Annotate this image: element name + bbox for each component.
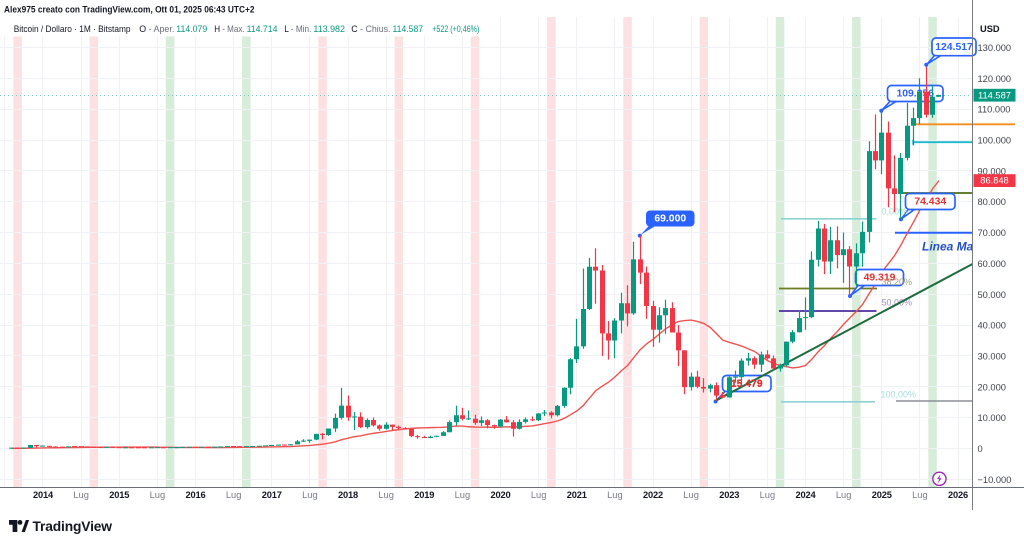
svg-text:Lug: Lug: [73, 490, 89, 500]
svg-text:100.000: 100.000: [978, 136, 1012, 146]
svg-text:2015: 2015: [109, 490, 129, 500]
svg-text:40.000: 40.000: [978, 321, 1006, 331]
svg-text:30.000: 30.000: [978, 351, 1006, 361]
svg-text:2019: 2019: [414, 490, 434, 500]
svg-text:Lug: Lug: [150, 490, 166, 500]
svg-text:114.587: 114.587: [978, 90, 1011, 100]
svg-text:Lug: Lug: [836, 490, 852, 500]
svg-text:124.517: 124.517: [935, 42, 973, 53]
svg-text:114.587: 114.587: [393, 23, 424, 34]
svg-text:Lug: Lug: [455, 490, 471, 500]
svg-text:Lug: Lug: [760, 490, 776, 500]
svg-text:2020: 2020: [491, 490, 511, 500]
svg-text:O - Aper.: O - Aper.: [139, 23, 174, 34]
svg-text:2016: 2016: [186, 490, 206, 500]
svg-text:10.000: 10.000: [978, 413, 1006, 423]
svg-text:120.000: 120.000: [978, 74, 1012, 84]
svg-text:USD: USD: [980, 24, 1000, 34]
svg-text:H - Max.: H - Max.: [214, 23, 244, 34]
svg-text:2017: 2017: [262, 490, 282, 500]
svg-text:50,00%: 50,00%: [882, 298, 913, 308]
svg-text:+522 (+0,46%): +522 (+0,46%): [432, 23, 479, 34]
svg-text:20.000: 20.000: [978, 382, 1006, 392]
svg-text:TradingView: TradingView: [33, 519, 113, 534]
svg-text:Lug: Lug: [683, 490, 699, 500]
svg-text:15.479: 15.479: [731, 379, 763, 390]
svg-text:69.000: 69.000: [654, 214, 686, 225]
svg-text:70.000: 70.000: [978, 228, 1006, 238]
svg-text:109.356: 109.356: [896, 89, 934, 100]
svg-text:2024: 2024: [796, 490, 817, 500]
svg-text:Lug: Lug: [912, 490, 928, 500]
svg-text:2026: 2026: [948, 490, 968, 500]
svg-text:113.982: 113.982: [313, 23, 345, 34]
svg-text:2022: 2022: [643, 490, 663, 500]
svg-text:−10.000: −10.000: [978, 475, 1012, 485]
svg-text:Lug: Lug: [607, 490, 623, 500]
svg-text:C - Chius.: C - Chius.: [351, 23, 390, 34]
svg-text:2018: 2018: [338, 490, 358, 500]
svg-text:2021: 2021: [567, 490, 587, 500]
svg-text:Alex975 creato con TradingView: Alex975 creato con TradingView.com, Ott …: [4, 5, 255, 16]
svg-text:90.000: 90.000: [978, 166, 1006, 176]
svg-text:110.000: 110.000: [978, 105, 1011, 115]
svg-text:0: 0: [978, 444, 983, 454]
svg-text:Lug: Lug: [531, 490, 547, 500]
svg-text:2025: 2025: [872, 490, 892, 500]
svg-text:Lug: Lug: [302, 490, 318, 500]
svg-text:2023: 2023: [719, 490, 739, 500]
svg-text:100,00%: 100,00%: [881, 390, 917, 400]
svg-text:Lug: Lug: [378, 490, 394, 500]
svg-text:Lug: Lug: [226, 490, 242, 500]
svg-text:38,20%: 38,20%: [882, 277, 913, 287]
svg-text:130.000: 130.000: [978, 43, 1012, 53]
svg-text:60.000: 60.000: [978, 259, 1006, 269]
svg-text:80.000: 80.000: [978, 197, 1006, 207]
svg-text:L - Min.: L - Min.: [284, 23, 311, 34]
svg-text:86.848: 86.848: [980, 176, 1008, 186]
svg-text:114.714: 114.714: [247, 23, 278, 34]
svg-text:Linea Ma: Linea Ma: [922, 240, 974, 254]
svg-text:49.319: 49.319: [864, 273, 896, 284]
svg-text:Bitcoin / Dollaro · 1M · Bitst: Bitcoin / Dollaro · 1M · Bitstamp: [14, 23, 131, 34]
svg-text:2014: 2014: [33, 490, 54, 500]
svg-text:114.079: 114.079: [176, 23, 207, 34]
svg-text:74.434: 74.434: [914, 197, 946, 208]
svg-text:50.000: 50.000: [978, 290, 1006, 300]
